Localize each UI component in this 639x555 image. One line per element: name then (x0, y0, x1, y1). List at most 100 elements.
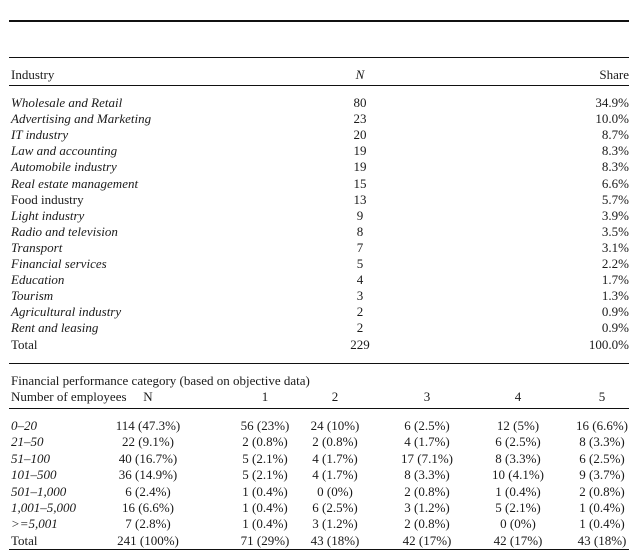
industry-label: Light industry (11, 207, 85, 223)
employee-range-label: 0–20 (11, 418, 37, 433)
industry-n: 13 (353, 191, 367, 207)
header-rule (9, 57, 629, 58)
cell-col-5: 43 (18%) (577, 532, 627, 548)
cell-col-3: 17 (7.1%) (401, 450, 453, 466)
cell-col-4: 5 (2.1%) (495, 500, 541, 515)
cell-col-5: 16 (6.6%) (576, 418, 628, 433)
col-header-n: N (143, 389, 153, 404)
cell-col-1: 5 (2.1%) (242, 450, 288, 466)
employee-row: 51–100 40 (16.7%) 5 (2.1%) 4 (1.7%) 17 (7.1%… (0, 451, 639, 467)
employee-row: 1,001–5,000 16 (6.6%) 1 (0.4%) 6 (2.5%) 3 (1… (0, 500, 639, 516)
cell-col-3: 2 (0.8%) (404, 483, 450, 499)
employee-range-label: Total (11, 532, 38, 548)
top-rule (9, 20, 629, 22)
employee-range-label: >=5,001 (11, 516, 58, 532)
industry-n: 4 (356, 272, 364, 288)
cell-col-4: 12 (5%) (496, 418, 540, 433)
col-header-3: 3 (423, 389, 431, 404)
industry-share: 8.3% (601, 159, 629, 175)
industry-label: Wholesale and Retail (11, 95, 123, 110)
industry-n: 9 (356, 207, 364, 223)
cell-col-2: 24 (10%) (310, 418, 360, 433)
industry-n: 23 (353, 111, 367, 127)
cell-col-n: 16 (6.6%) (122, 500, 174, 515)
employee-row: 21–50 22 (9.1%) 2 (0.8%) 2 (0.8%) 4 (1.7%) 6 … (0, 434, 639, 450)
industry-label: IT industry (11, 127, 69, 143)
header-bottom-rule (9, 85, 629, 86)
n-column-header: N (355, 67, 365, 82)
cell-col-n: 40 (16.7%) (118, 450, 178, 466)
cell-col-3: 3 (1.2%) (404, 500, 450, 515)
industry-share: 1.3% (601, 288, 629, 304)
industry-label: Food industry (11, 191, 84, 207)
industry-row: Education 4 1.7% (0, 272, 639, 288)
industry-share: 100.0% (588, 336, 629, 352)
industry-label: Financial services (11, 256, 107, 271)
industry-row: Radio and television 8 3.5% (0, 224, 639, 240)
cell-col-n: 114 (47.3%) (115, 418, 181, 433)
industry-label: Law and accounting (11, 143, 118, 159)
industry-share: 2.2% (601, 256, 629, 271)
cell-col-2: 4 (1.7%) (312, 450, 358, 466)
industry-row: Law and accounting 19 8.3% (0, 143, 639, 159)
industry-share: 0.9% (601, 320, 629, 336)
cell-col-5: 2 (0.8%) (579, 483, 625, 499)
employee-range-label: 21–50 (11, 434, 44, 450)
industry-row: Financial services 5 2.2% (0, 256, 639, 272)
industry-label: Advertising and Marketing (11, 111, 152, 127)
industry-n: 2 (356, 320, 364, 336)
industry-share: 0.9% (601, 304, 629, 320)
cell-col-4: 42 (17%) (493, 532, 543, 548)
industry-n: 80 (353, 95, 367, 110)
industry-n: 229 (350, 336, 370, 352)
employee-table-caption: Financial performance category (based on… (0, 373, 639, 389)
cell-col-2: 0 (0%) (317, 483, 353, 499)
col-header-1: 1 (261, 389, 269, 404)
industry-share: 8.7% (601, 127, 629, 143)
bottom-rule (9, 549, 629, 550)
cell-col-3: 4 (1.7%) (404, 434, 450, 450)
industry-n: 7 (356, 239, 364, 255)
industry-label: Automobile industry (11, 159, 117, 175)
industry-n: 8 (356, 223, 364, 239)
industry-share: 1.7% (601, 272, 629, 288)
industry-row: Automobile industry 19 8.3% (0, 159, 639, 175)
cell-col-5: 6 (2.5%) (579, 450, 625, 466)
cell-col-4: 1 (0.4%) (495, 483, 541, 499)
cell-col-4: 6 (2.5%) (495, 434, 541, 450)
cell-col-4: 0 (0%) (500, 516, 536, 532)
industry-label: Tourism (11, 288, 54, 304)
caption-text: Financial performance category (based on… (11, 373, 310, 388)
industry-row: Advertising and Marketing 23 10.0% (0, 111, 639, 127)
cell-col-2: 4 (1.7%) (312, 467, 358, 483)
industry-share: 34.9% (595, 95, 629, 110)
industry-label: Rent and leasing (11, 320, 99, 336)
cell-col-1: 56 (23%) (240, 418, 290, 433)
industry-row: Tourism 3 1.3% (0, 288, 639, 304)
employee-range-label: 501–1,000 (11, 483, 67, 499)
industry-n: 19 (353, 143, 367, 159)
industry-row: Light industry 9 3.9% (0, 208, 639, 224)
industry-share: 10.0% (595, 111, 629, 127)
industry-table-header: Industry N Share (0, 67, 639, 83)
cell-col-3: 2 (0.8%) (404, 516, 450, 532)
industry-label: Agricultural industry (11, 304, 122, 320)
cell-col-n: 36 (14.9%) (118, 467, 178, 483)
employee-row: Total 241 (100%) 71 (29%) 43 (18%) 42 (17%) 4… (0, 533, 639, 549)
cell-col-2: 43 (18%) (310, 532, 360, 548)
industry-label: Radio and television (11, 223, 118, 239)
industry-row: Real estate management 15 6.6% (0, 176, 639, 192)
industry-label: Education (11, 272, 65, 288)
industry-share: 3.1% (601, 239, 629, 255)
cell-col-5: 1 (0.4%) (579, 516, 625, 532)
industry-n: 15 (353, 175, 367, 191)
employee-range-label: 1,001–5,000 (11, 500, 76, 515)
industry-label: Total (11, 336, 38, 352)
cell-col-1: 2 (0.8%) (242, 434, 288, 450)
cell-col-5: 1 (0.4%) (579, 500, 625, 515)
employee-header-rule (9, 408, 629, 409)
col-header-2: 2 (331, 389, 339, 404)
employee-table-header: Number of employees N 1 2 3 4 5 (0, 389, 639, 405)
industry-row: Rent and leasing 2 0.9% (0, 320, 639, 336)
industry-row: Agricultural industry 2 0.9% (0, 304, 639, 320)
